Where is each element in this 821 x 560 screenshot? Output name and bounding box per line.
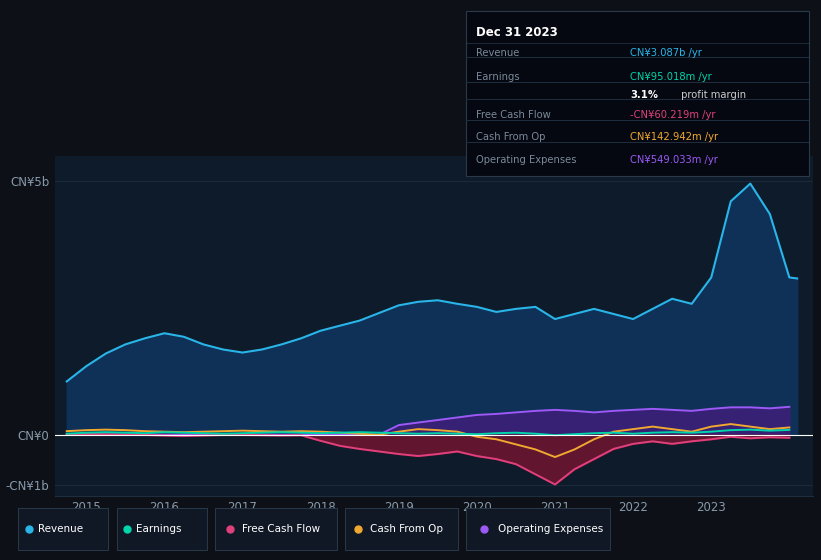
Text: Cash From Op: Cash From Op: [369, 525, 443, 534]
FancyBboxPatch shape: [117, 508, 207, 550]
Text: Earnings: Earnings: [136, 525, 182, 534]
Text: Free Cash Flow: Free Cash Flow: [476, 110, 551, 120]
Text: Earnings: Earnings: [476, 72, 520, 82]
FancyBboxPatch shape: [466, 11, 809, 176]
Text: CN¥95.018m /yr: CN¥95.018m /yr: [631, 72, 712, 82]
FancyBboxPatch shape: [18, 508, 108, 550]
Text: Revenue: Revenue: [38, 525, 83, 534]
Text: CN¥549.033m /yr: CN¥549.033m /yr: [631, 155, 718, 165]
Text: Operating Expenses: Operating Expenses: [476, 155, 576, 165]
Text: -CN¥60.219m /yr: -CN¥60.219m /yr: [631, 110, 716, 120]
Text: Operating Expenses: Operating Expenses: [498, 525, 603, 534]
Text: Revenue: Revenue: [476, 48, 519, 58]
Text: Cash From Op: Cash From Op: [476, 132, 545, 142]
FancyBboxPatch shape: [466, 508, 610, 550]
Text: Dec 31 2023: Dec 31 2023: [476, 26, 557, 39]
FancyBboxPatch shape: [215, 508, 337, 550]
Text: CN¥142.942m /yr: CN¥142.942m /yr: [631, 132, 718, 142]
Text: profit margin: profit margin: [678, 91, 746, 100]
FancyBboxPatch shape: [345, 508, 458, 550]
Text: Free Cash Flow: Free Cash Flow: [242, 525, 320, 534]
Text: 3.1%: 3.1%: [631, 91, 658, 100]
Text: CN¥3.087b /yr: CN¥3.087b /yr: [631, 48, 702, 58]
